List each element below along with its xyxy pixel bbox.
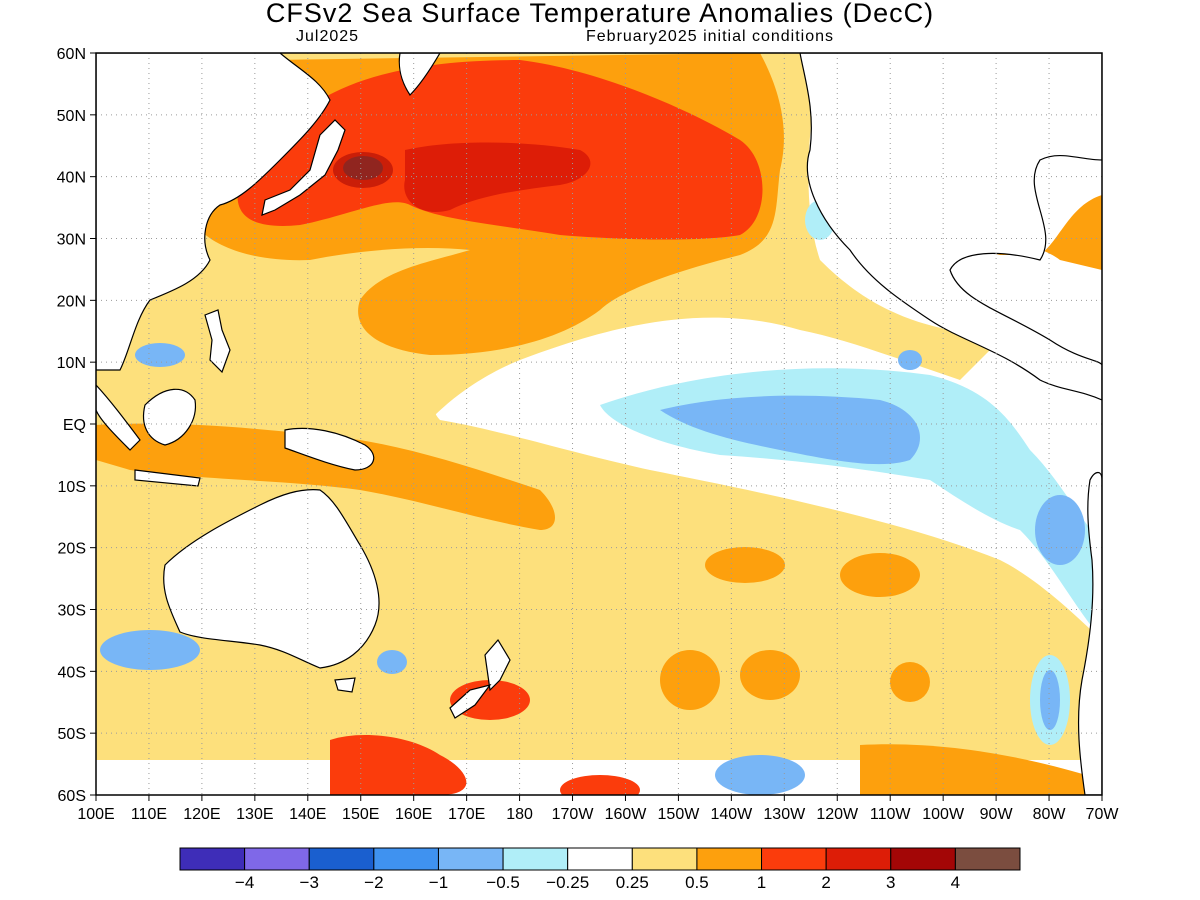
tasmania-land [334,677,356,693]
lat-label: 60N [57,46,86,63]
lat-label: EQ [63,417,86,434]
new-guinea-land [284,427,375,471]
lon-label: 150E [342,806,379,823]
australia-land [163,489,380,669]
lon-label: 180 [506,806,533,823]
lat-label: 10N [57,355,86,372]
lon-label: 110E [131,806,167,823]
colorbar: −4 −3 −2 −1 −0.5 −0.25 0.25 0.5 1 2 3 4 [179,847,1021,892]
lon-label: 170E [448,806,485,823]
new-zealand-north-land [484,638,511,692]
colorbar-swatch [308,847,375,871]
kamchatka-land [398,53,441,96]
colorbar-swatch [761,847,827,871]
colorbar-label: −2 [364,873,383,892]
anomaly-patch-cool-3 [377,650,407,674]
colorbar-swatch [502,847,569,871]
lat-label: 50S [58,726,86,743]
lon-label: 160E [395,806,432,823]
lat-label: 50N [57,108,86,125]
lon-label: 170W [552,806,595,823]
lat-label: 20N [57,293,86,310]
lon-label: 100W [922,806,965,823]
lon-label: 140W [710,806,753,823]
anomaly-patch-cool-2 [135,343,185,367]
colorbar-swatch [373,847,439,871]
lat-label: 30N [57,232,86,249]
lat-label: 60S [58,788,86,805]
colorbar-label: 0.25 [616,873,649,892]
colorbar-swatch [567,847,633,871]
colorbar-label: −4 [235,873,254,892]
anomaly-spot-high [333,152,393,188]
lon-label: 90W [980,806,1014,823]
lon-label: 110W [870,806,912,823]
philippines-land [204,309,231,374]
lon-label: 160W [605,806,648,823]
chart-title: CFSv2 Sea Surface Temperature Anomalies … [265,0,935,28]
initial-conditions-label: February2025 initial conditions [586,28,835,45]
colorbar-swatch [890,847,956,871]
anomaly-patch-south-2 [840,553,920,597]
lon-label: 130E [236,806,273,823]
colorbar-label: −0.25 [546,873,589,892]
asia-land [96,53,331,371]
colorbar-swatch [696,847,763,871]
japan-land [261,119,346,216]
anomaly-patch-south-1 [705,547,785,583]
java-land [134,469,201,487]
colorbar-swatch [244,847,310,871]
colorbar-label: 4 [951,873,960,892]
lon-label: 120E [183,806,220,823]
anomaly-field [96,53,1102,795]
anomaly-patch-cool-7 [898,350,922,370]
colorbar-label: −3 [300,873,319,892]
colorbar-label: 1 [757,873,766,892]
lon-label: 80W [1033,806,1067,823]
colorbar-swatch [825,847,892,871]
anomaly-patch-cool-8 [1035,495,1085,565]
lon-label: 70W [1086,806,1120,823]
sumatra-land [96,384,141,451]
anomaly-region-west-pacific-warm [96,423,555,530]
anomaly-patch-south-3 [890,662,930,702]
colorbar-label: 2 [821,873,830,892]
colorbar-swatch [437,847,504,871]
anomaly-patch-cool-4 [715,755,805,795]
anomaly-region-south-red [330,735,467,795]
colorbar-label: −1 [429,873,448,892]
lat-label: 20S [58,541,86,558]
valid-month-label: Jul2025 [296,28,360,45]
colorbar-swatch [631,847,698,871]
lon-label: 140E [289,806,326,823]
colorbar-label: −0.5 [486,873,520,892]
anomaly-region-darkred-north [404,142,591,212]
lat-label: 30S [58,603,86,620]
lat-label: 10S [58,479,86,496]
anomaly-patch-cool-6 [1040,670,1060,730]
lon-label: 130W [763,806,806,823]
anomaly-patch-south-4 [740,650,800,700]
lon-label: 150W [658,806,701,823]
lon-label: 120W [816,806,859,823]
longitude-labels: 100E 110E 120E 130E 140E 150E 160E 170E 180 170W 1… [77,795,1119,823]
latitude-labels: 60N 50N 40N 30N 20N 10N EQ 10S 20S 30S 40S 50S 60S [57,46,96,805]
lon-label: 100E [77,806,114,823]
borneo-land [143,388,197,446]
colorbar-label: 3 [886,873,895,892]
grid-lines [96,53,1102,795]
lat-label: 40S [58,664,86,681]
colorbar-label: 0.5 [685,873,709,892]
anomaly-region-cold-equator [660,395,920,465]
anomaly-patch-south-6 [560,775,640,795]
colorbar-swatch [954,847,1021,871]
lat-label: 40N [57,170,86,187]
anomaly-patch-cool-1 [100,630,200,670]
colorbar-swatch [179,847,246,871]
anomaly-region-south-orange [860,744,1102,795]
north-america-land [799,53,1102,401]
anomaly-patch-south-5 [660,650,720,710]
coastlines [96,53,1102,795]
